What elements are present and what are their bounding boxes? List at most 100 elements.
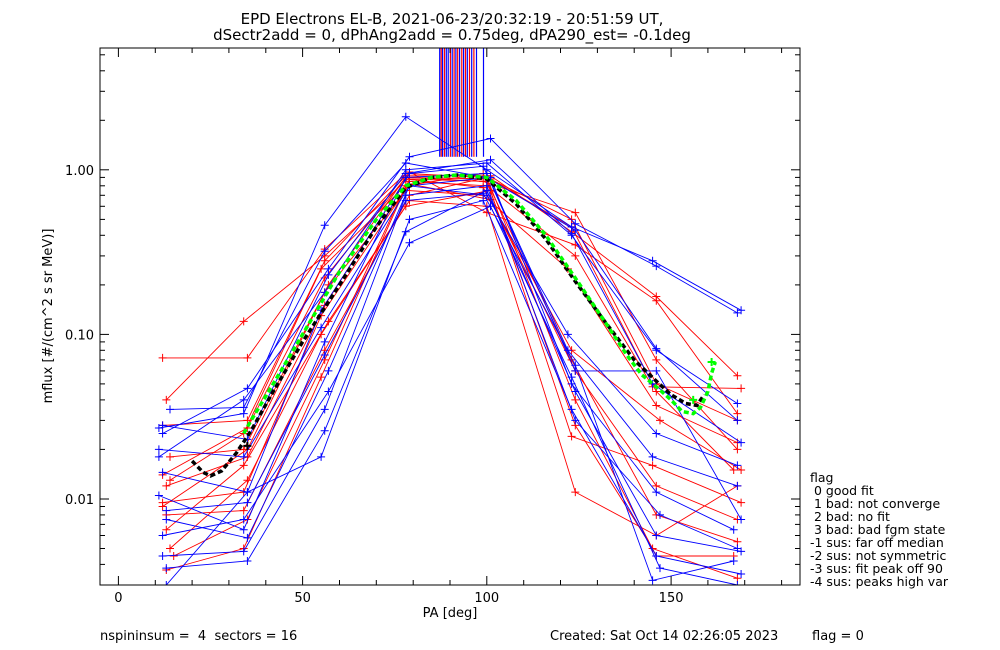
y-tick-label: 1.00 (65, 164, 94, 179)
series-line (165, 200, 742, 585)
data-point (652, 552, 661, 560)
data-point (166, 452, 174, 461)
series-line (162, 176, 735, 476)
data-point (648, 379, 657, 388)
data-point (479, 162, 488, 171)
footer-created: Created: Sat Oct 14 02:26:05 2023 (550, 629, 778, 644)
data-point (166, 544, 174, 553)
data-point (320, 247, 329, 256)
data-point (737, 570, 746, 578)
data-point (652, 355, 661, 364)
flag-legend-entry: 2 bad: no fit (810, 509, 890, 524)
data-point (154, 491, 163, 500)
data-point (652, 488, 661, 497)
data-point (405, 215, 414, 224)
data-point (571, 395, 580, 404)
flag-legend-title: flag (810, 470, 833, 485)
data-point (401, 112, 410, 121)
series-line (166, 178, 738, 579)
data-point (239, 395, 248, 404)
data-point (158, 531, 167, 540)
data-point (317, 323, 326, 332)
data-point (567, 215, 576, 224)
data-point (320, 337, 329, 346)
data-point (656, 510, 664, 519)
data-point (243, 498, 252, 507)
data-point (733, 371, 742, 380)
data-point (652, 401, 661, 410)
data-point (162, 564, 171, 573)
data-point (154, 452, 163, 461)
black-fit-curve (190, 173, 706, 478)
data-point (320, 256, 329, 265)
series-line (169, 162, 738, 421)
data-point (571, 387, 580, 396)
series-line (166, 192, 734, 581)
data-point (243, 557, 252, 565)
data-point (733, 308, 742, 317)
data-point (733, 445, 742, 454)
flag-legend-entry: -1 sus: far off median (810, 535, 944, 550)
data-point (239, 317, 248, 326)
data-point (154, 445, 163, 454)
data-point (652, 366, 661, 375)
data-point (162, 395, 171, 404)
series-line (158, 185, 738, 466)
data-point (652, 296, 661, 305)
x-tick-label: 100 (474, 591, 499, 606)
data-point (733, 581, 742, 585)
data-point (648, 461, 657, 470)
data-point (162, 515, 171, 524)
data-point (324, 270, 333, 279)
data-point (733, 481, 742, 490)
data-point (166, 476, 174, 485)
data-point (158, 468, 167, 477)
data-point (317, 373, 326, 382)
data-point (320, 426, 329, 435)
data-point (652, 344, 661, 353)
data-point (563, 346, 572, 355)
series-line (166, 176, 734, 539)
data-point (239, 506, 248, 515)
data-point (239, 547, 248, 556)
data-point (567, 229, 576, 238)
data-point (162, 525, 171, 534)
data-point (401, 227, 410, 236)
flag-legend-entry: 0 good fit (810, 483, 874, 498)
data-point (324, 387, 333, 396)
data-point (405, 238, 414, 247)
x-tick-label: 0 (114, 591, 122, 606)
data-point (243, 353, 252, 362)
data-point (243, 416, 252, 425)
data-point (737, 384, 746, 393)
data-point (320, 351, 329, 359)
data-point (486, 134, 495, 143)
data-point (239, 515, 248, 524)
series-line (162, 138, 738, 434)
data-point (479, 196, 488, 205)
flag-legend-entry: -3 sus: fit peak off 90 (810, 561, 943, 576)
x-tick-label: 50 (294, 591, 311, 606)
series-line (162, 183, 738, 520)
data-point (648, 576, 657, 585)
data-point (158, 552, 167, 560)
data-point (652, 429, 661, 438)
series-line (166, 176, 734, 557)
data-point (317, 452, 326, 461)
series-line (158, 173, 738, 531)
data-point (733, 399, 742, 408)
chart-title-line1: EPD Electrons EL-B, 2021-06-23/20:32:19 … (241, 10, 664, 28)
data-point (729, 466, 738, 474)
green-fit-curve (242, 173, 717, 435)
data-point (563, 330, 572, 339)
series-line (166, 200, 738, 537)
data-point (162, 481, 171, 490)
data-point (571, 361, 580, 370)
flag-legend-entry: 1 bad: not converge (810, 496, 940, 511)
footer-flag: flag = 0 (812, 629, 864, 644)
data-point (571, 208, 580, 217)
series-line (162, 189, 738, 507)
data-point (482, 186, 491, 195)
series-line (165, 176, 738, 450)
